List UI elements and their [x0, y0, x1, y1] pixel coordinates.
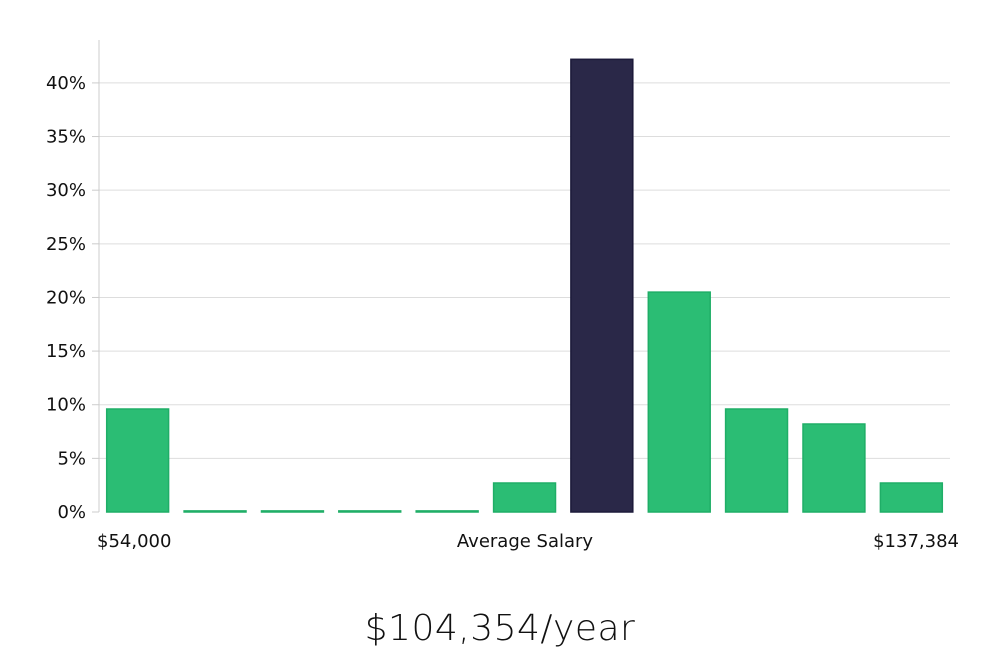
bar-2 — [183, 510, 247, 513]
bar-11 — [879, 482, 944, 513]
y-tick-label: 20% — [46, 287, 86, 308]
y-tick-label: 25% — [46, 234, 86, 255]
y-tick-label: 40% — [46, 73, 86, 94]
bar-8 — [647, 291, 711, 513]
x-max-label: $137,384 — [873, 531, 959, 552]
average-salary-value: $104,354/year — [364, 608, 636, 649]
x-min-label: $54,000 — [97, 531, 171, 552]
bar-4 — [338, 510, 402, 513]
bar-10 — [802, 423, 866, 513]
bar-5 — [415, 510, 479, 513]
y-axis-ticks: 0% 5% 10% 15% 20% 25% 30% 35% 40% — [46, 73, 99, 523]
bar-9 — [724, 408, 789, 513]
bar-highlighted-7 — [570, 58, 634, 513]
bar-6 — [492, 482, 557, 513]
x-axis-title: Average Salary — [457, 531, 594, 552]
y-tick-label: 35% — [46, 127, 86, 148]
bar-1 — [105, 408, 170, 513]
salary-histogram-chart: 0% 5% 10% 15% 20% 25% 30% 35% 40% $54,000 Averag… — [46, 40, 959, 552]
y-tick-label: 30% — [46, 180, 86, 201]
y-tick-label: 0% — [57, 502, 86, 523]
grid-lines — [99, 82, 950, 459]
histogram-bars — [105, 58, 944, 513]
bar-3 — [260, 510, 325, 513]
y-tick-label: 5% — [57, 448, 86, 469]
y-tick-label: 10% — [46, 395, 86, 416]
y-tick-label: 15% — [46, 341, 86, 362]
